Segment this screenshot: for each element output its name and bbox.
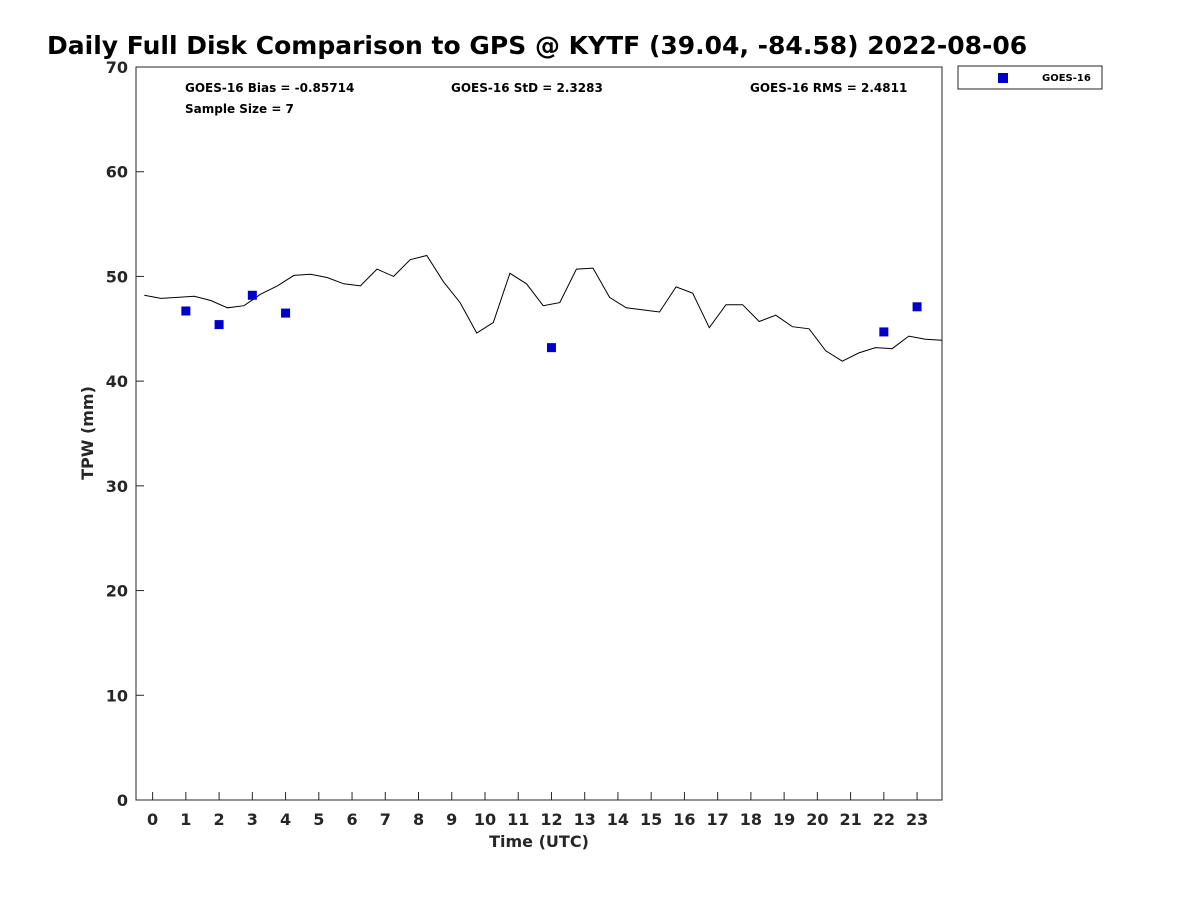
x-tick-label-14: 14 (607, 810, 629, 829)
legend-marker-goes16 (998, 73, 1008, 83)
x-tick-label-1: 1 (180, 810, 191, 829)
x-tick-label-23: 23 (906, 810, 928, 829)
x-tick-label-8: 8 (413, 810, 424, 829)
goes16-point-0 (181, 306, 191, 316)
y-axis: 0 10 20 30 40 50 60 70 (106, 58, 144, 810)
x-tick-label-15: 15 (640, 810, 662, 829)
x-tick-label-10: 10 (474, 810, 496, 829)
x-axis-label: Time (UTC) (489, 832, 589, 851)
y-tick-label-5: 50 (106, 267, 128, 286)
y-tick-label-4: 40 (106, 372, 128, 391)
legend: GOES-16 (957, 65, 1103, 90)
plot-area (135, 66, 943, 801)
x-axis: 0 1 2 3 4 5 6 7 8 9 10 11 12 13 14 15 16 17 18 19 20 21 22 23 (147, 792, 928, 829)
goes16-point-6 (912, 302, 922, 312)
y-tick-label-6: 60 (106, 163, 128, 182)
x-tick-label-9: 9 (446, 810, 457, 829)
bias-stat: GOES-16 Bias = -0.85714 (185, 81, 354, 95)
y-tick-label-7: 70 (106, 58, 128, 77)
x-tick-label-3: 3 (247, 810, 258, 829)
goes16-point-1 (214, 320, 224, 330)
legend-box (957, 65, 1103, 90)
y-tick-label-0: 0 (117, 791, 128, 810)
goes16-point-2 (247, 290, 257, 300)
x-tick-label-16: 16 (673, 810, 695, 829)
y-tick-label-1: 10 (106, 686, 128, 705)
y-tick-label-3: 30 (106, 477, 128, 496)
x-tick-label-12: 12 (540, 810, 562, 829)
rms-stat: GOES-16 RMS = 2.4811 (750, 81, 907, 95)
x-tick-label-20: 20 (806, 810, 828, 829)
x-tick-label-13: 13 (574, 810, 596, 829)
std-stat: GOES-16 StD = 2.3283 (451, 81, 603, 95)
x-tick-label-22: 22 (873, 810, 895, 829)
x-tick-label-19: 19 (773, 810, 795, 829)
series-layer (144, 254, 943, 362)
goes16-point-3 (281, 308, 291, 318)
gps-line (144, 254, 943, 362)
goes16-point-4 (546, 343, 556, 353)
x-tick-label-21: 21 (839, 810, 861, 829)
x-tick-label-17: 17 (707, 810, 729, 829)
x-tick-label-18: 18 (740, 810, 762, 829)
y-axis-label: TPW (mm) (78, 386, 97, 480)
x-tick-label-4: 4 (280, 810, 291, 829)
sample-size-stat: Sample Size = 7 (185, 102, 294, 116)
chart-title: Daily Full Disk Comparison to GPS @ KYTF… (47, 31, 1027, 60)
x-tick-label-5: 5 (313, 810, 324, 829)
legend-label-goes16: GOES-16 (1042, 73, 1091, 84)
x-tick-label-7: 7 (380, 810, 391, 829)
y-tick-label-2: 20 (106, 582, 128, 601)
x-tick-label-2: 2 (214, 810, 225, 829)
x-tick-label-11: 11 (507, 810, 529, 829)
x-tick-label-6: 6 (346, 810, 357, 829)
goes16-point-5 (879, 327, 889, 337)
x-tick-label-0: 0 (147, 810, 158, 829)
